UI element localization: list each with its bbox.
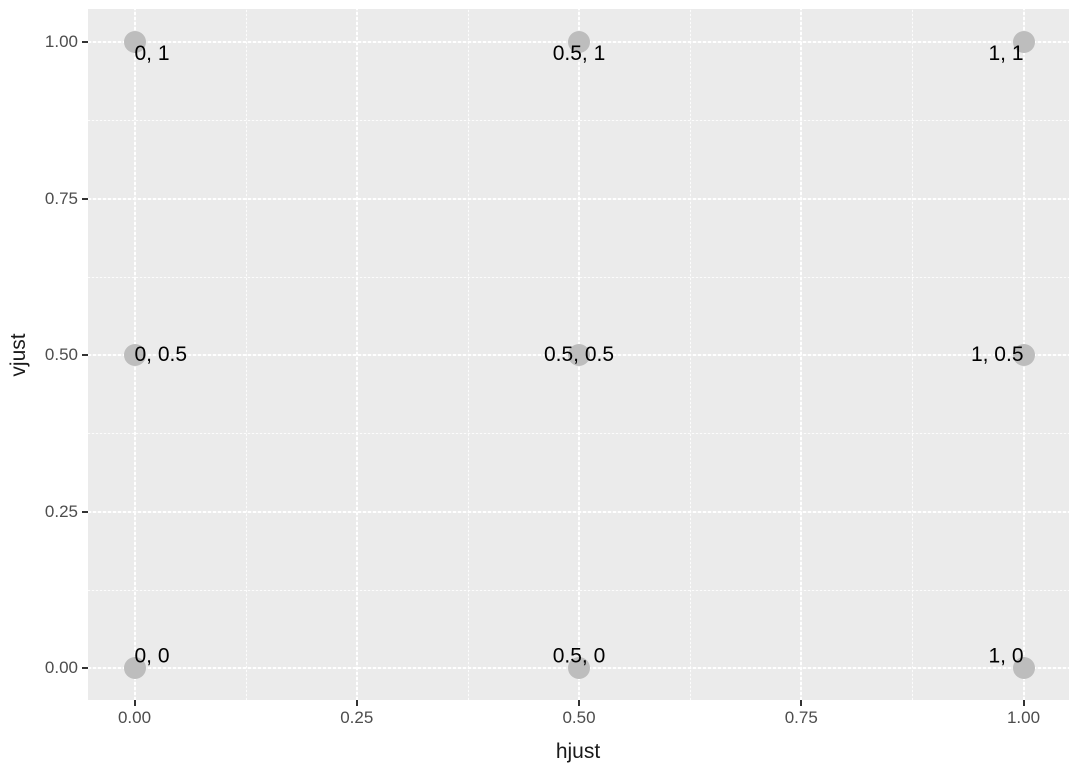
gridline-major-v bbox=[355, 9, 358, 700]
data-point bbox=[568, 31, 590, 53]
data-point bbox=[123, 657, 146, 679]
point-label: 1, 0 bbox=[988, 644, 1024, 668]
y-tick-label: 0.00 bbox=[44, 658, 78, 677]
point-label: 0.5, 1 bbox=[552, 42, 606, 65]
y-tick-label: 1.00 bbox=[44, 32, 78, 51]
data-point bbox=[1012, 31, 1035, 53]
x-tick-label: 1.00 bbox=[1006, 708, 1041, 727]
data-point bbox=[568, 657, 590, 679]
point-label: 0.5, 0.5 bbox=[543, 343, 615, 367]
y-tick-label: 0.75 bbox=[44, 188, 78, 208]
point-label: 0, 1 bbox=[134, 42, 170, 65]
x-axis-tick bbox=[1022, 700, 1025, 706]
point-label: 1, 0.5 bbox=[970, 343, 1024, 367]
y-axis-tick bbox=[82, 354, 88, 356]
plot-panel: 0, 1 0.5, 1 1, 1 0, 0.5 0.5, 0.5 1, 0.5 0, 0 0.… bbox=[88, 9, 1069, 700]
y-axis-tick bbox=[82, 510, 88, 513]
x-tick-label: 0.25 bbox=[340, 708, 374, 727]
point-label: 1, 1 bbox=[988, 42, 1024, 65]
x-tick-label: 0.75 bbox=[784, 708, 818, 727]
y-axis-tick bbox=[82, 197, 88, 200]
data-point bbox=[123, 31, 146, 53]
x-axis-title: hjust bbox=[555, 740, 601, 763]
y-tick-label: 0.25 bbox=[44, 501, 78, 521]
x-tick-label: 0.50 bbox=[562, 708, 596, 727]
x-tick-label: 0.00 bbox=[117, 708, 152, 727]
x-axis-tick bbox=[800, 700, 803, 706]
data-point bbox=[123, 344, 146, 366]
data-point bbox=[1012, 344, 1035, 366]
x-axis-tick bbox=[578, 700, 580, 706]
point-label: 0.5, 0 bbox=[552, 644, 606, 668]
y-axis-tick bbox=[82, 41, 88, 43]
point-label: 0, 0.5 bbox=[134, 343, 188, 367]
data-point bbox=[1012, 657, 1035, 679]
y-tick-label: 0.50 bbox=[44, 345, 78, 364]
y-axis-title: vjust bbox=[7, 333, 30, 377]
data-point bbox=[568, 344, 590, 366]
gridline-major-v bbox=[800, 9, 803, 700]
y-axis-tick bbox=[82, 667, 88, 669]
x-axis-tick bbox=[133, 700, 136, 706]
point-label: 0, 0 bbox=[134, 644, 170, 668]
x-axis-tick bbox=[355, 700, 358, 706]
